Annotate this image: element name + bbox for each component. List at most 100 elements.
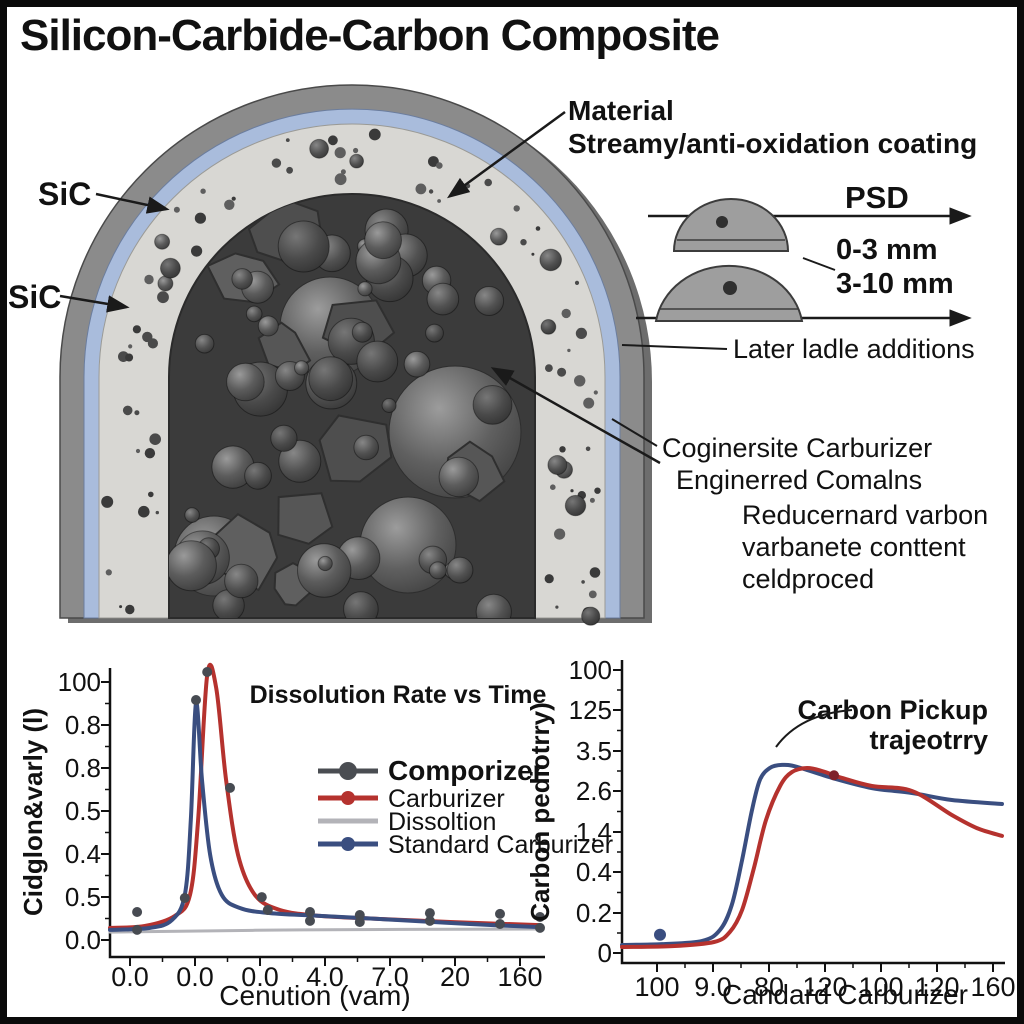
core-particle	[270, 424, 298, 452]
scatter-marker	[305, 907, 315, 917]
y-tick-label: 0.8	[65, 753, 101, 783]
scatter-marker	[424, 915, 435, 926]
legend-marker	[339, 762, 357, 780]
reduce-label-line1: Reducernard varbon	[742, 500, 988, 530]
y-tick-label: 3.5	[576, 736, 612, 766]
y-tick-label: 1.4	[576, 817, 612, 847]
speckle	[200, 188, 206, 194]
scatter-marker	[535, 912, 545, 922]
legend-label: Standard Carburizer	[388, 831, 613, 859]
core-particle	[428, 561, 447, 580]
core-particle	[245, 305, 263, 323]
size-large-label: 3-10 mm	[836, 268, 954, 300]
speckle	[570, 489, 574, 493]
chart-dissolution-rate: 100 0.8 0.8 0.5 0.4 0.5 0.0 0.0 0.0 0.0 4.0 7.0 20 16…	[18, 662, 613, 1011]
core-particle	[353, 434, 380, 461]
x-tick-label: 120	[802, 972, 847, 1002]
x-tick-label: 0.0	[176, 962, 214, 992]
size-small-label: 0-3 mm	[836, 234, 938, 266]
speckle	[128, 344, 133, 349]
core-particle	[343, 591, 379, 618]
core-particle	[277, 220, 330, 273]
speckle	[353, 147, 359, 154]
psd-dome-large-dot	[723, 281, 737, 295]
x-tick-label: 80	[754, 972, 784, 1002]
speckle	[105, 569, 112, 576]
scatter-marker	[191, 695, 201, 705]
speckle	[132, 325, 141, 334]
y-tick-label: 0.8	[65, 710, 101, 740]
speckle	[484, 178, 493, 187]
scatter-marker	[424, 908, 435, 919]
band-stone	[309, 138, 330, 159]
speckle	[157, 291, 169, 304]
psd-dome-small	[672, 198, 790, 252]
band-stone	[160, 257, 181, 279]
speckle	[149, 433, 161, 446]
band-stone	[349, 153, 365, 169]
core-arrow	[490, 367, 661, 465]
sic-bottom-label: SiC	[8, 279, 61, 315]
scatter-marker	[354, 910, 365, 920]
y-axis-label: Cidglon&varly (l)	[18, 708, 48, 916]
band-stone	[539, 248, 563, 272]
speckle	[545, 364, 553, 372]
scatter-marker	[202, 667, 213, 677]
scatter-marker	[179, 893, 190, 903]
scatter-marker	[256, 892, 267, 903]
y-tick-label: 0.0	[65, 925, 101, 955]
core-particle	[446, 556, 474, 584]
series-standard-carburizer	[108, 700, 542, 932]
series-standard-carburizer	[620, 762, 1004, 947]
scatter-marker	[495, 919, 505, 929]
carburizer-leader-line	[611, 418, 658, 447]
speckle	[328, 135, 338, 146]
x-tick-label: 160	[970, 972, 1015, 1002]
core-polyhedron	[277, 492, 334, 545]
scatter-marker	[354, 917, 365, 927]
material-arrow	[446, 110, 566, 199]
y-tick-label: 125	[569, 695, 612, 725]
core-particle	[357, 281, 373, 297]
x-tick-label: 100	[858, 972, 903, 1002]
speckle	[589, 497, 595, 503]
scatter-marker	[132, 924, 143, 935]
core-particle	[224, 563, 259, 599]
speckle	[437, 199, 441, 203]
x-tick-label: 7.0	[371, 962, 409, 992]
speckle	[574, 375, 586, 387]
speckle	[554, 528, 566, 540]
speckle	[334, 147, 346, 159]
y-axis-label: Carbon pediotrry)	[525, 702, 555, 922]
speckle	[567, 348, 571, 353]
core-particle	[184, 507, 200, 523]
speckle	[575, 327, 588, 339]
scatter-marker	[654, 928, 666, 941]
y-tick-label: 0.5	[65, 882, 101, 912]
speckle	[231, 196, 236, 201]
psd-label: PSD	[845, 180, 909, 215]
speckle	[224, 199, 235, 210]
core-particle	[475, 593, 512, 618]
speckle	[135, 448, 141, 454]
speckle	[574, 280, 580, 285]
sic-top-label: SiC	[38, 176, 91, 212]
carburizer-label-line2: Enginerred Comalns	[676, 465, 922, 495]
composite-cross-section	[59, 84, 652, 626]
core-particle	[294, 360, 310, 376]
speckle	[589, 567, 601, 578]
speckle	[428, 189, 434, 194]
legend-label: Carburizer	[388, 785, 505, 813]
x-tick-label: 9.0	[694, 972, 732, 1002]
page-title: Silicon-Carbide-Carbon Composite	[20, 11, 719, 60]
y-tick-label: 0	[598, 938, 612, 968]
band-stone	[547, 455, 568, 475]
speckle	[581, 580, 585, 584]
core-particle	[231, 268, 253, 290]
scatter-marker	[829, 770, 839, 781]
speckle	[271, 158, 282, 168]
psd-mini-diagram	[636, 198, 972, 327]
core-particle	[194, 333, 215, 354]
core-particle	[474, 286, 505, 316]
reduce-label-line3: celdproced	[742, 564, 874, 594]
